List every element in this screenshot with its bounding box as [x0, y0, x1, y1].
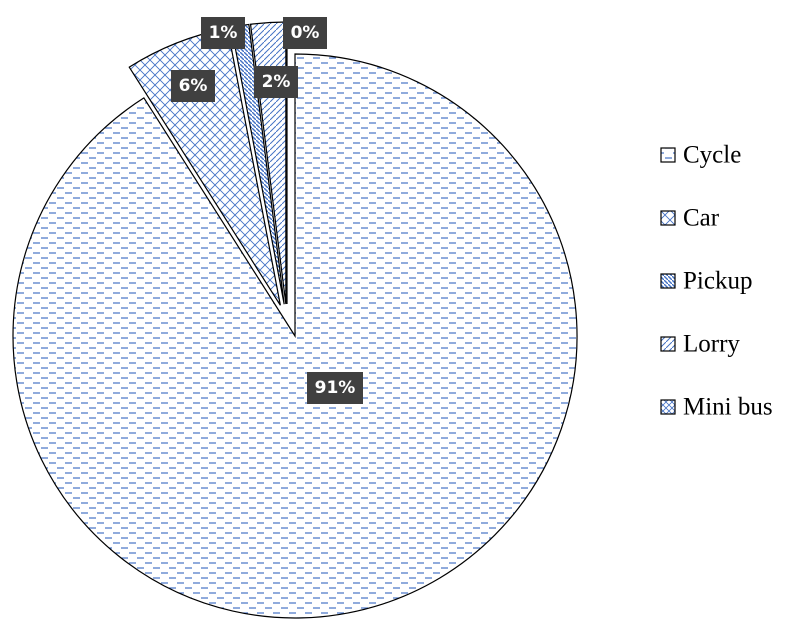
- data-label-box: [171, 70, 215, 102]
- legend-label: Cycle: [683, 142, 741, 169]
- data-labels: 91% 6% 1% 2% 0%: [171, 17, 363, 404]
- legend-label: Car: [683, 205, 720, 232]
- legend-label: Mini bus: [683, 394, 773, 421]
- legend-swatch: [660, 273, 676, 289]
- data-label: 2%: [262, 72, 291, 92]
- data-label-box: [201, 17, 245, 49]
- data-label: 0%: [291, 23, 320, 43]
- data-label-box: [307, 372, 363, 404]
- data-label: 1%: [209, 23, 238, 43]
- data-label: 6%: [179, 76, 208, 96]
- data-label: 91%: [315, 378, 356, 398]
- data-label-box: [283, 17, 327, 49]
- legend-swatch: [660, 399, 676, 415]
- pie: [12, 21, 578, 619]
- pie-slice: [12, 53, 578, 619]
- legend-label: Lorry: [683, 331, 740, 358]
- legend-swatch: [660, 147, 676, 163]
- legend-swatch: [660, 210, 676, 226]
- legend: Cycle Car Pickup Lorry Mini bus: [660, 142, 773, 421]
- legend-swatch: [660, 336, 676, 352]
- legend-label: Pickup: [683, 268, 752, 295]
- data-label-box: [254, 66, 298, 98]
